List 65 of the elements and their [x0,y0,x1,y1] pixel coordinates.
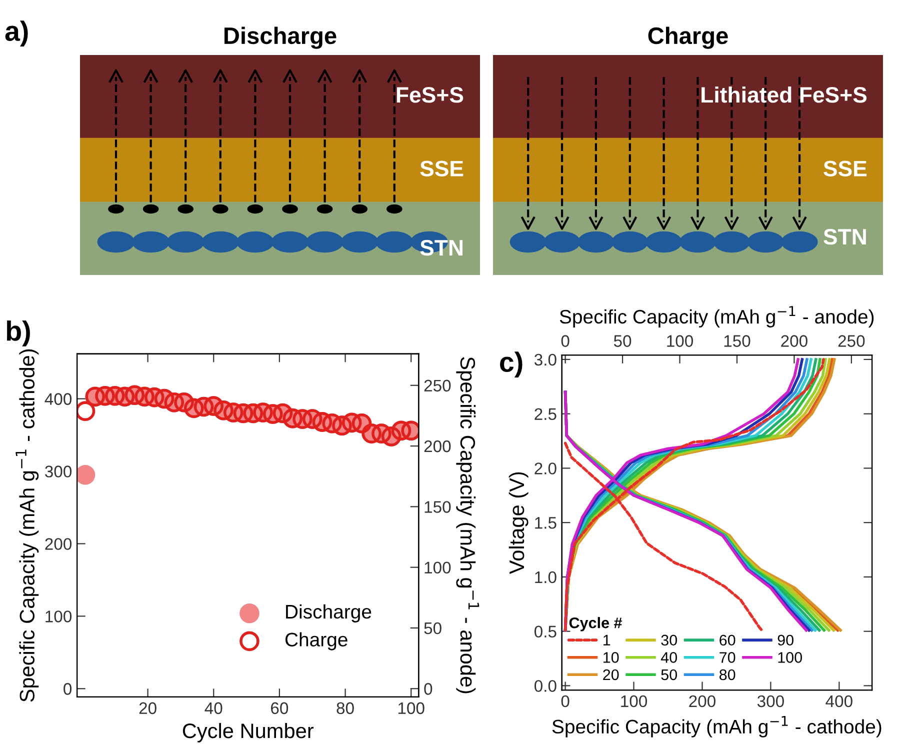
x-tick-label: 200 [689,695,716,708]
text: c) [500,352,522,378]
legend-label: 10 [604,652,619,663]
x-tick-label: 40 [204,702,222,714]
y2-tick-label: 200 [424,440,451,452]
text: SSE [420,160,464,176]
y-tick-label: 0.0 [534,680,556,692]
y-tick-label: 2.0 [534,462,556,474]
x-tick-label: 80 [336,702,354,714]
legend-label: 50 [661,669,677,680]
y2-axis-title: Specific Capacity (mAh g$^{−1}$ - anode) [456,357,480,694]
legend-label: 60 [720,634,736,646]
y2-tick-label: 50 [424,622,442,634]
y-axis-title: Specific Capacity (mAh g$^{−1}$ - cathode) [16,349,39,702]
legend-label: Discharge [286,604,372,622]
y-tick-label: 0 [64,683,72,695]
text: b) [6,320,30,346]
text: STN [824,228,866,245]
legend-label: 70 [720,652,736,663]
legend-title: Cycle # [569,617,622,632]
x-tick-label: 0 [561,695,570,708]
legend-label: 20 [603,669,619,680]
y2-tick-label: 150 [424,501,451,513]
legend-label: 40 [660,652,677,663]
legend-label: 30 [661,634,677,646]
y2-tick-label: 100 [424,562,451,574]
x2-tick-label: 50 [614,335,632,347]
y-tick-label: 1.5 [535,517,556,529]
x-tick-label: 100 [621,695,648,708]
text: SSE [824,160,867,176]
x2-tick-label: 0 [561,335,570,347]
y-tick-label: 200 [45,538,72,550]
text: a) [5,20,28,47]
text: FeS+S [396,87,464,103]
text: STN [420,240,463,256]
legend-label: 90 [778,634,794,646]
y-tick-label: 300 [45,466,72,478]
text: Charge [648,26,728,49]
y-tick-label: 1.0 [535,571,556,584]
x-tick-label: 60 [271,702,288,714]
y-tick-label: 2.5 [534,408,556,420]
x-axis-title: Cycle Number [182,722,314,742]
y-tick-label: 400 [44,393,72,405]
x-tick-label: 400 [826,695,852,708]
x-tick-label: 20 [139,702,156,714]
x-axis-title: Specific Capacity (mAh g$^{−1}$ - cathode) [552,716,882,738]
y2-tick-label: 250 [424,380,451,392]
legend-label: Charge [285,632,348,650]
text: Lithiated FeS+S [702,86,867,103]
x2-axis-title: Specific Capacity (mAh g$^{−1}$ - anode) [560,306,874,328]
legend-label: 80 [720,669,736,680]
x2-tick-label: 200 [781,335,808,347]
y-tick-label: 100 [46,610,72,622]
text: Discharge [224,26,336,49]
x2-tick-label: 150 [724,335,750,347]
legend-label: 1 [604,634,610,646]
x2-tick-label: 250 [838,335,865,347]
x-tick-label: 300 [757,695,784,708]
legend-label: 100 [778,652,802,663]
y-tick-label: 3.0 [534,354,556,366]
x2-tick-label: 100 [667,335,694,347]
x-tick-label: 100 [398,702,424,714]
y-axis-title: Voltage (V) [508,472,528,574]
y-tick-label: 0.5 [534,626,556,638]
y2-tick-label: 0 [424,683,432,695]
